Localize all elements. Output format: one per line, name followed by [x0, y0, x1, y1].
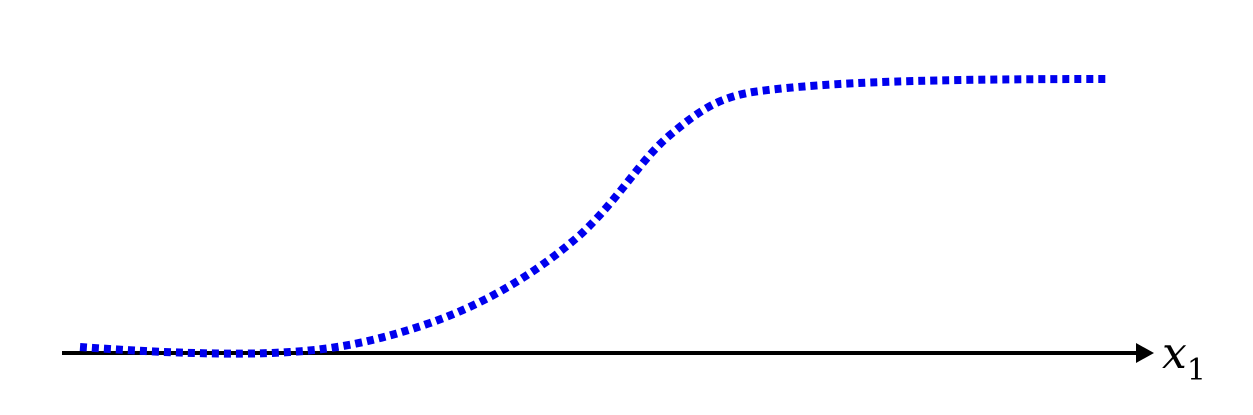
sigmoid-curve: [79, 75, 1109, 358]
x-axis-label-subscript: 1: [1187, 353, 1206, 388]
x-axis-label: x1: [1162, 328, 1206, 388]
x-axis-label-main: x: [1162, 328, 1187, 379]
x-axis-arrowhead: [1136, 343, 1154, 363]
